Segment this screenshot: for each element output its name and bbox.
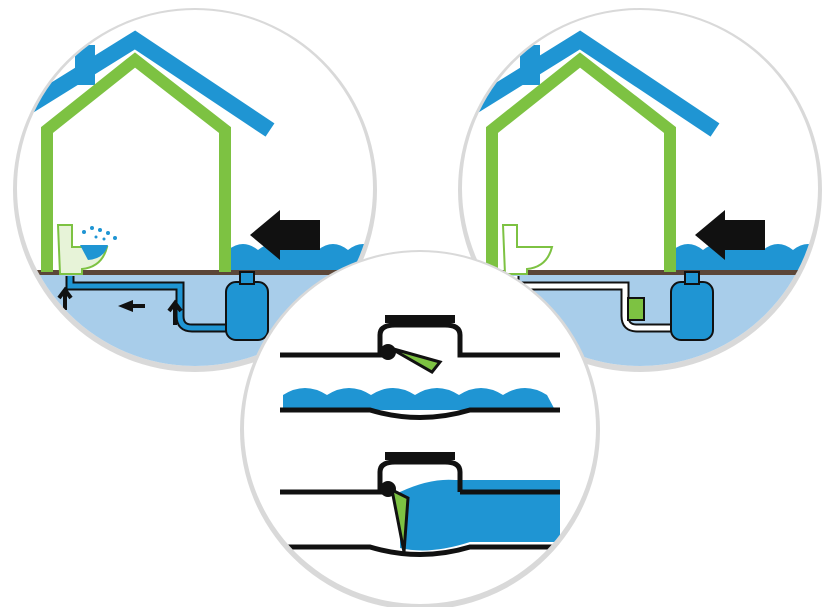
hinge (380, 344, 396, 360)
chimney (75, 45, 95, 85)
house-wall (41, 52, 231, 272)
flow-arrow (250, 210, 320, 260)
water (400, 479, 560, 551)
flow-arrow (167, 299, 183, 325)
left-scene (13, 8, 377, 372)
pipe-bottom (280, 407, 560, 420)
flow-arrow (118, 300, 145, 312)
circle-frame (244, 252, 596, 604)
house-wall (486, 52, 676, 272)
flow-arrow (57, 286, 73, 310)
flap-closed (389, 487, 410, 553)
chimney (520, 45, 540, 85)
toilet-water (80, 245, 108, 260)
valve-cap (385, 315, 455, 323)
valve-cap (385, 452, 455, 460)
flow-arrow (695, 210, 765, 260)
tank-neck (684, 271, 700, 285)
pipe-top (280, 459, 463, 495)
check-valve (627, 297, 645, 321)
valve-scene (240, 250, 600, 607)
ground-line (17, 270, 373, 275)
tank-neck (239, 271, 255, 285)
toilet (501, 224, 554, 275)
water (283, 388, 555, 410)
pipe-top (280, 322, 560, 358)
pipe (67, 276, 230, 331)
splash (82, 226, 117, 241)
pipe-bottom (280, 544, 560, 557)
flap-open (389, 346, 443, 374)
ground-line (462, 270, 818, 275)
tank (670, 281, 714, 341)
tank (225, 281, 269, 341)
pipe (512, 276, 675, 331)
